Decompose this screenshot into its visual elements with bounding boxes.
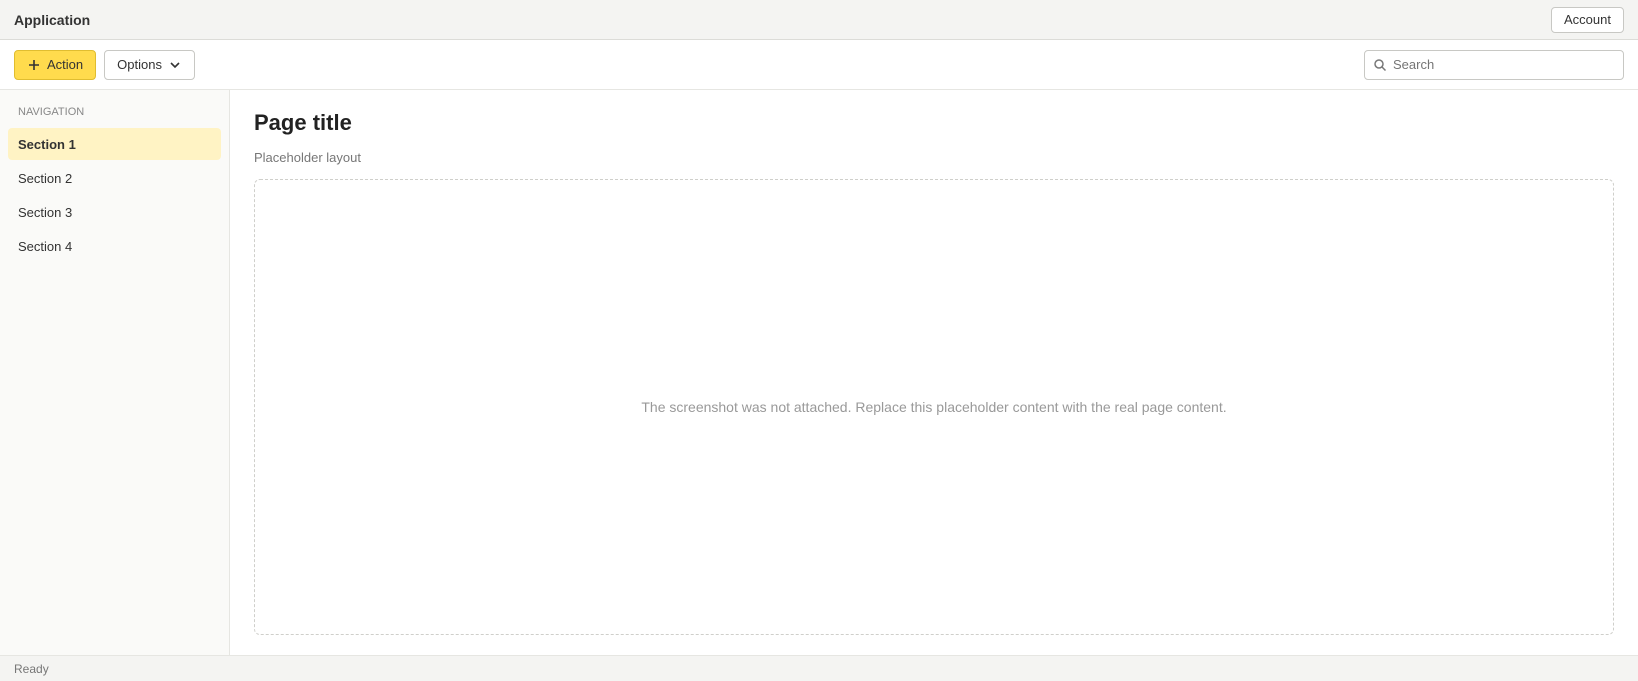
page-subtitle: Placeholder layout bbox=[254, 150, 361, 165]
toolbar: Action Options bbox=[0, 40, 1638, 90]
primary-action-button[interactable]: Action bbox=[14, 49, 97, 80]
status-text: Ready bbox=[14, 661, 49, 676]
search-box bbox=[1364, 49, 1624, 80]
sidebar: Navigation Section 1 Section 2 Section 3… bbox=[0, 90, 230, 655]
sidebar-item-label: Section 2 bbox=[18, 170, 73, 186]
search-input[interactable] bbox=[1393, 57, 1615, 72]
sidebar-item-3[interactable]: Section 3 bbox=[8, 196, 221, 228]
body-row: Navigation Section 1 Section 2 Section 3… bbox=[0, 90, 1638, 655]
sidebar-item-label: Section 4 bbox=[18, 238, 73, 254]
sidebar-item-1[interactable]: Section 1 bbox=[8, 128, 221, 160]
sidebar-item-2[interactable]: Section 2 bbox=[8, 162, 221, 194]
app-name: Application bbox=[14, 11, 91, 28]
main-content: Page title Placeholder layout The screen… bbox=[230, 90, 1638, 655]
options-label: Options bbox=[117, 57, 162, 72]
search-icon bbox=[1374, 58, 1387, 71]
sidebar-item-label: Section 3 bbox=[18, 204, 73, 220]
sidebar-heading: Navigation bbox=[18, 106, 85, 118]
primary-action-label: Action bbox=[47, 57, 84, 72]
chevron-down-icon bbox=[170, 61, 180, 68]
title-bar: Application Account bbox=[0, 0, 1638, 40]
sidebar-item-4[interactable]: Section 4 bbox=[8, 230, 221, 262]
sidebar-item-label: Section 1 bbox=[18, 136, 76, 152]
page-title: Page title bbox=[254, 110, 352, 135]
placeholder-notice: The screenshot was not attached. Replace… bbox=[254, 179, 1614, 635]
status-bar: Ready bbox=[0, 655, 1638, 681]
plus-icon bbox=[29, 59, 39, 70]
options-button[interactable]: Options bbox=[104, 49, 195, 80]
account-button[interactable]: Account bbox=[1551, 6, 1624, 33]
